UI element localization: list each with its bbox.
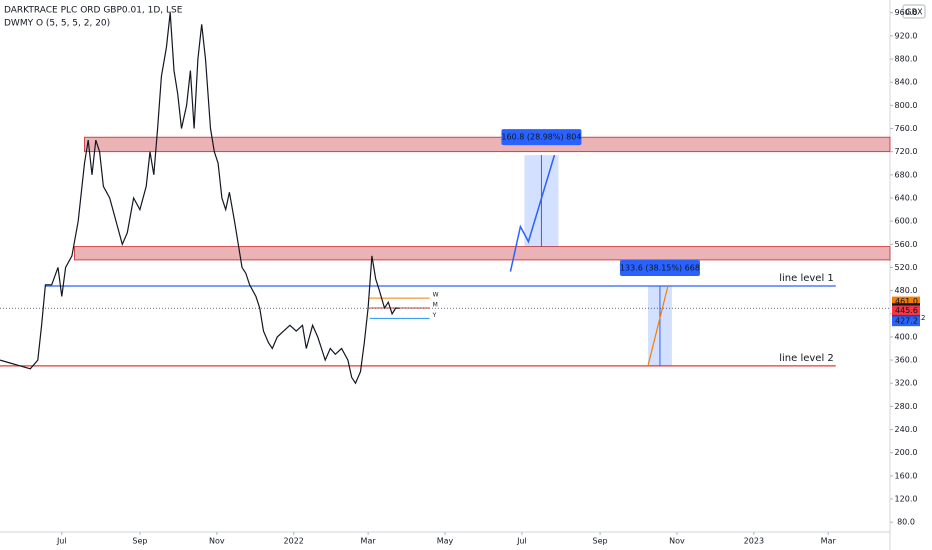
indicator-title: DWMY O (5, 5, 5, 2, 20): [4, 19, 110, 29]
y-tick-label: 280.0: [895, 402, 918, 411]
projection-arrow: [509, 154, 556, 272]
y-tick-label: 760.0: [895, 124, 918, 133]
x-tick-label: Mar: [821, 537, 837, 546]
measure-label: 133.6 (38.15%) 668: [620, 263, 700, 272]
y-tick-label: 320.0: [895, 379, 918, 388]
currency-box[interactable]: [902, 4, 926, 19]
x-tick-label: May: [437, 537, 454, 546]
y-tick-label: 960.0: [895, 8, 918, 17]
x-tick-label: Nov: [669, 537, 685, 546]
x-tick-label: 2023: [744, 537, 764, 546]
resistance-zone: [73, 246, 891, 261]
currency[interactable]: GBX: [905, 8, 923, 17]
level-label: line level 1: [779, 273, 834, 284]
y-tick-label: 120.0: [895, 495, 918, 504]
y-tick-label: 520.0: [895, 263, 918, 272]
chart-title: DARKTRACE PLC ORD GBP0.01, 1D, LSE: [4, 6, 183, 16]
price-label-box: [892, 316, 920, 327]
y-tick-label: 840.0: [895, 78, 918, 87]
resistance-zone: [84, 136, 891, 153]
y-tick-label: 720.0: [895, 147, 918, 156]
y-tick-label: 560.0: [895, 240, 918, 249]
price-label: 461.0: [895, 297, 918, 306]
y-tick-label: 400.0: [895, 332, 918, 341]
y-tick-label: 200.0: [895, 448, 918, 457]
y-tick-label: 240.0: [895, 425, 918, 434]
y-tick-label: 920.0: [895, 31, 918, 40]
y-tick-label: 80.0: [897, 518, 915, 527]
x-tick-label: Sep: [593, 537, 608, 546]
y-tick-label: 160.0: [895, 471, 918, 480]
y-tick-label: 880.0: [895, 55, 918, 64]
measure-label-box: [619, 259, 700, 276]
x-tick-label: Nov: [209, 537, 225, 546]
projection-arrow: [647, 285, 669, 367]
price-line: [0, 12, 400, 385]
y-tick-label: 360.0: [895, 356, 918, 365]
y-tick-label: 800.0: [895, 101, 918, 110]
y-tick-label: 480.0: [895, 286, 918, 295]
y-tick-label: 640.0: [895, 193, 918, 202]
pivot-label: M: [433, 301, 438, 308]
y-tick-label: 680.0: [895, 170, 918, 179]
measure-label: 160.8 (28.98%) 804: [501, 133, 581, 142]
pivot-label: Y: [432, 312, 437, 319]
x-tick-label: 2022: [284, 537, 304, 546]
pivot-label: W: [433, 292, 439, 299]
price-label: 445.6: [895, 306, 918, 315]
price-label: 427.2: [895, 317, 918, 326]
price-label-box: [892, 305, 920, 316]
y-tick-label: 600.0: [895, 217, 918, 226]
measure-label-box: [501, 129, 582, 146]
x-tick-label: Mar: [361, 537, 377, 546]
x-tick-label: Jul: [516, 537, 527, 546]
price-label-box: [892, 296, 920, 307]
x-tick-label: Jul: [56, 537, 67, 546]
x-tick-label: Sep: [132, 537, 147, 546]
level-label: line level 2: [779, 353, 834, 364]
